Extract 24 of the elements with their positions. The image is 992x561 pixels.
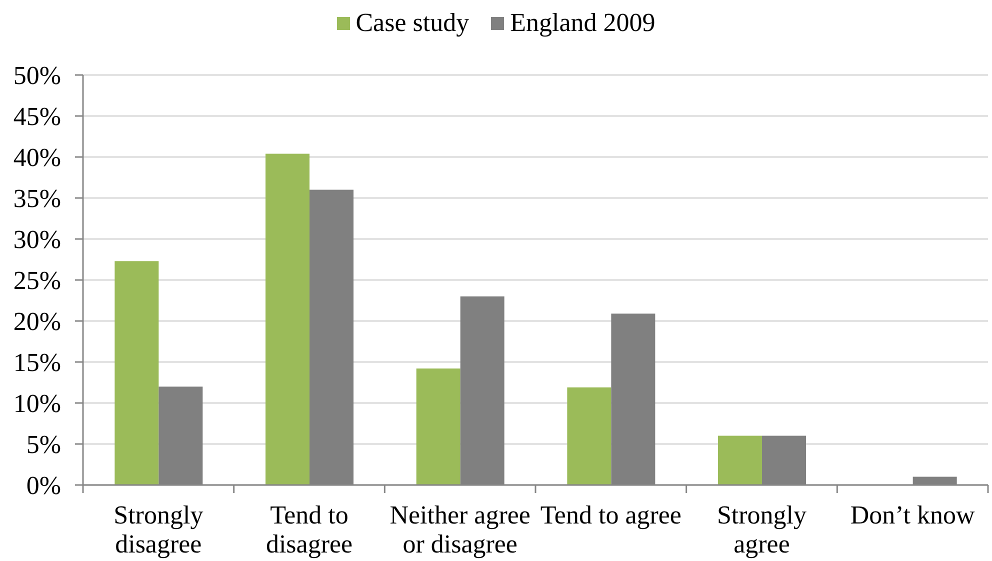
y-tick-label: 40% — [13, 143, 61, 172]
bar — [718, 436, 762, 485]
x-tick-label: Neither agree or disagree — [390, 500, 530, 558]
legend-label: Case study — [356, 8, 470, 38]
y-tick-label: 15% — [13, 348, 61, 378]
bar — [266, 154, 310, 485]
y-tick-label: 20% — [13, 307, 61, 336]
y-tick-label: 0% — [26, 471, 61, 500]
y-tick-label: 10% — [13, 389, 61, 418]
x-tick-label: Tend to disagree — [266, 500, 353, 558]
x-tick-label: Strongly disagree — [114, 500, 204, 558]
y-tick-label: 5% — [26, 430, 61, 460]
y-tick-label: 35% — [13, 184, 61, 214]
x-tick-label: Tend to agree — [540, 500, 682, 530]
bar — [567, 387, 612, 485]
y-tick-label: 50% — [13, 61, 61, 90]
y-tick-label: 30% — [13, 225, 61, 254]
legend-label: England 2009 — [510, 8, 656, 38]
x-tick-label: Don’t know — [850, 500, 976, 530]
bar — [416, 368, 460, 485]
x-tick-label: Strongly agree — [716, 500, 807, 558]
y-tick-label: 25% — [13, 266, 61, 296]
y-tick-label: 45% — [13, 102, 61, 132]
bar — [114, 261, 159, 485]
